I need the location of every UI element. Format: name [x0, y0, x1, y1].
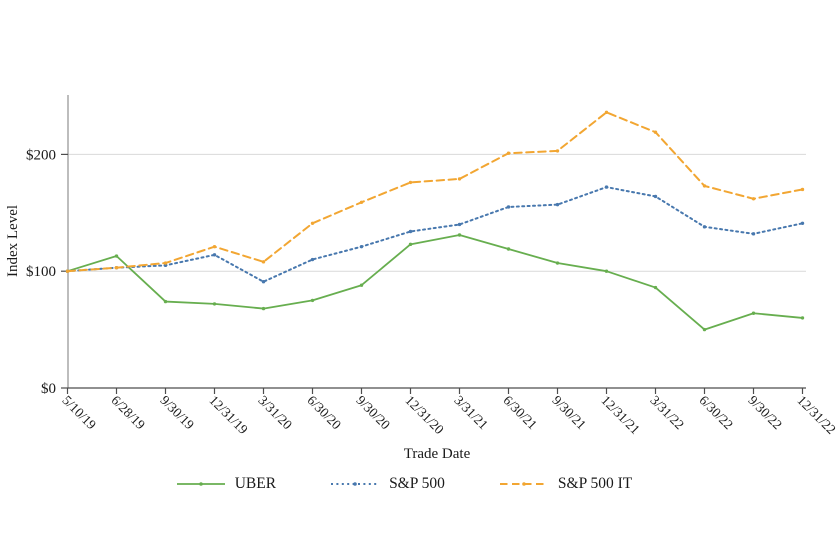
data-point	[751, 311, 756, 315]
data-point	[212, 253, 217, 257]
data-point	[212, 302, 217, 306]
data-point	[555, 149, 560, 153]
data-point	[408, 180, 413, 185]
data-point	[653, 194, 658, 199]
data-point	[506, 151, 511, 155]
gridlines	[68, 153, 806, 272]
x-tick-label: 9/30/19	[157, 393, 197, 433]
data-point	[359, 283, 364, 287]
data-point	[506, 205, 511, 209]
x-axis-title: Trade Date	[404, 446, 471, 462]
x-tick-label: 6/28/19	[108, 393, 148, 433]
series-line-s-p-500	[66, 186, 804, 283]
x-tick-label: 3/31/22	[647, 393, 687, 433]
data-point	[555, 202, 560, 207]
legend-item-sp500it: S&P 500 IT	[499, 476, 632, 492]
x-axis-ticks: 5/10/19 6/28/19 9/30/19 12/31/19 3/31/20 6/30…	[59, 388, 839, 437]
legend-label-sp500: S&P 500	[389, 475, 445, 492]
data-point	[751, 197, 756, 201]
x-tick-label: 9/30/21	[549, 393, 589, 433]
sp500it-line-swatch	[499, 481, 548, 486]
data-point	[408, 229, 413, 234]
data-point	[653, 130, 658, 134]
x-tick-label: 6/30/21	[500, 393, 540, 433]
legend-label-uber: UBER	[234, 475, 277, 492]
y-tick-label: $100	[26, 264, 56, 280]
data-point	[261, 306, 266, 311]
data-point	[800, 316, 805, 320]
x-tick-label: 12/31/22	[794, 393, 839, 438]
x-tick-label: 3/31/21	[451, 393, 491, 433]
data-point	[359, 200, 364, 204]
y-axis-title: Index Level	[5, 205, 21, 277]
x-tick-label: 9/30/22	[745, 393, 785, 433]
data-point	[457, 222, 462, 227]
chart-legend: UBER S&P 500 S&P 500 IT	[0, 476, 824, 492]
data-point	[408, 242, 413, 247]
data-point	[604, 269, 609, 273]
data-point	[506, 247, 511, 251]
data-point	[457, 233, 462, 237]
x-tick-label: 5/10/19	[59, 393, 99, 433]
data-series	[65, 110, 805, 332]
series-line-s-p-500-it	[66, 111, 804, 273]
legend-item-uber: UBER	[176, 476, 276, 492]
data-point	[310, 257, 315, 262]
data-point	[212, 244, 217, 249]
x-tick-label: 6/30/20	[304, 393, 344, 433]
data-point	[163, 261, 168, 265]
data-point	[114, 265, 119, 270]
data-point	[751, 232, 756, 236]
x-tick-label: 12/31/21	[598, 393, 643, 438]
data-point	[800, 187, 805, 192]
data-point	[261, 280, 266, 284]
uber-line-swatch	[176, 481, 225, 486]
y-tick-label: $200	[26, 147, 56, 163]
data-point	[702, 225, 707, 229]
x-tick-label: 3/31/20	[255, 393, 295, 433]
data-point	[114, 254, 119, 258]
data-point	[457, 177, 462, 181]
data-point	[604, 185, 609, 189]
sp500-line-swatch	[331, 481, 380, 486]
x-tick-label: 12/31/19	[206, 393, 251, 438]
y-tick-label: $0	[41, 381, 56, 397]
data-point	[555, 261, 560, 265]
data-point	[163, 263, 168, 268]
data-point	[65, 269, 70, 273]
axes	[67, 95, 806, 389]
data-point	[702, 327, 707, 332]
data-point	[261, 260, 266, 264]
x-tick-label: 6/30/22	[696, 393, 736, 433]
x-tick-label: 12/31/20	[402, 393, 447, 438]
data-point	[310, 221, 315, 226]
legend-label-sp500it: S&P 500 IT	[557, 475, 633, 492]
series-line-uber	[66, 234, 804, 331]
data-point	[800, 221, 805, 226]
performance-line-chart: $0 $100 $200 5/10/19 6/28/19 9/30/19 12/31/19…	[5, 95, 839, 462]
data-point	[359, 244, 364, 249]
data-point	[653, 285, 658, 290]
data-point	[310, 298, 315, 303]
data-point	[163, 299, 168, 304]
data-point	[702, 184, 707, 188]
x-tick-label: 9/30/20	[353, 393, 393, 433]
data-point	[604, 110, 609, 115]
y-axis-ticks: $0 $100 $200	[26, 147, 68, 397]
legend-item-sp500: S&P 500	[330, 476, 445, 492]
